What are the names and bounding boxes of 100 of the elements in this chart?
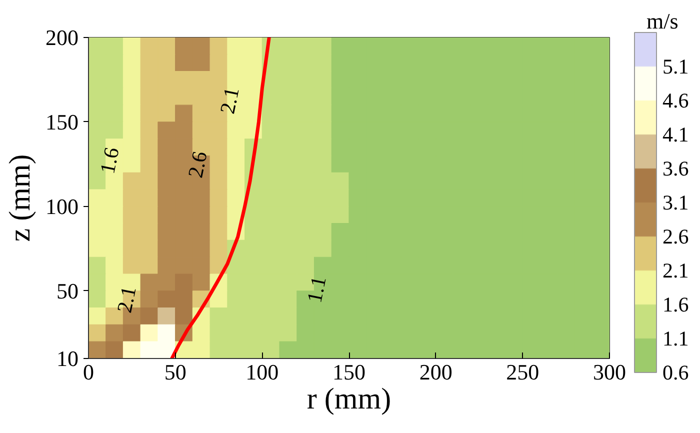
point — [140, 240, 158, 258]
point — [140, 138, 158, 156]
point — [592, 274, 610, 292]
annotation: 2.1 — [112, 284, 141, 315]
color-bar-label: 5.1 — [662, 54, 689, 78]
x-axis-title: r (mm) — [306, 382, 392, 416]
annotation: 2.6 — [183, 149, 212, 180]
y-tick-label: 100 — [46, 194, 78, 219]
point — [210, 155, 228, 173]
y-tick-label: 150 — [46, 109, 78, 134]
point — [210, 172, 228, 190]
point — [140, 189, 158, 207]
point — [436, 341, 454, 358]
point — [314, 341, 332, 358]
point — [314, 172, 332, 190]
point — [227, 54, 246, 72]
point — [331, 70, 350, 88]
annotation: 2.1 — [215, 85, 244, 116]
point — [192, 122, 210, 140]
point — [262, 138, 280, 156]
point — [574, 341, 592, 358]
point — [88, 38, 106, 55]
point — [192, 274, 210, 292]
point — [592, 189, 610, 207]
point — [106, 104, 124, 122]
point — [348, 155, 367, 173]
point — [279, 274, 298, 292]
point — [210, 122, 228, 140]
point — [592, 324, 610, 342]
point — [592, 256, 610, 274]
point — [348, 189, 367, 207]
point — [210, 308, 228, 326]
point — [140, 155, 158, 173]
point — [122, 155, 141, 173]
point — [158, 256, 176, 274]
point — [192, 240, 210, 258]
point — [175, 104, 193, 122]
point — [331, 206, 350, 224]
point — [418, 38, 436, 55]
point — [192, 206, 210, 224]
point — [122, 38, 141, 55]
point — [262, 324, 280, 342]
point — [122, 341, 141, 358]
point — [106, 341, 124, 358]
point — [279, 38, 298, 55]
point — [227, 308, 246, 326]
point — [331, 38, 350, 55]
point — [296, 256, 315, 274]
point — [314, 88, 332, 106]
x-tick-label: 300 — [593, 360, 626, 384]
point — [210, 324, 228, 342]
point — [140, 308, 158, 326]
point — [88, 341, 106, 358]
point — [279, 341, 298, 358]
point — [296, 38, 315, 55]
annotation: 1.6 — [95, 145, 124, 176]
point — [488, 341, 506, 358]
point — [592, 240, 610, 258]
point — [122, 189, 141, 207]
point — [488, 38, 506, 55]
point — [557, 341, 576, 358]
point — [140, 70, 158, 88]
point — [192, 38, 210, 55]
point — [210, 38, 228, 55]
point — [227, 274, 246, 292]
point — [592, 54, 610, 72]
point — [400, 38, 419, 55]
point — [314, 38, 332, 55]
point — [88, 206, 106, 224]
point — [314, 155, 332, 173]
point — [88, 308, 106, 326]
point — [106, 189, 124, 207]
point — [400, 341, 419, 358]
point — [210, 341, 228, 358]
point — [557, 38, 576, 55]
point — [122, 172, 141, 190]
point — [540, 341, 558, 358]
point — [227, 341, 246, 358]
color-bar-label: 2.1 — [662, 258, 689, 282]
point — [279, 308, 298, 326]
point — [106, 223, 124, 241]
point — [348, 223, 367, 241]
point — [314, 138, 332, 156]
point — [227, 172, 246, 190]
point — [227, 290, 246, 308]
point — [592, 38, 610, 55]
point — [140, 341, 158, 358]
point — [158, 290, 176, 308]
point — [522, 38, 540, 55]
point — [140, 223, 158, 241]
point — [192, 223, 210, 241]
point — [106, 240, 124, 258]
point — [140, 88, 158, 106]
point — [331, 240, 350, 258]
point — [88, 122, 106, 140]
color-bar-label: 1.6 — [662, 292, 689, 316]
point — [88, 290, 106, 308]
point — [227, 70, 246, 88]
point — [122, 240, 141, 258]
point — [122, 138, 141, 156]
